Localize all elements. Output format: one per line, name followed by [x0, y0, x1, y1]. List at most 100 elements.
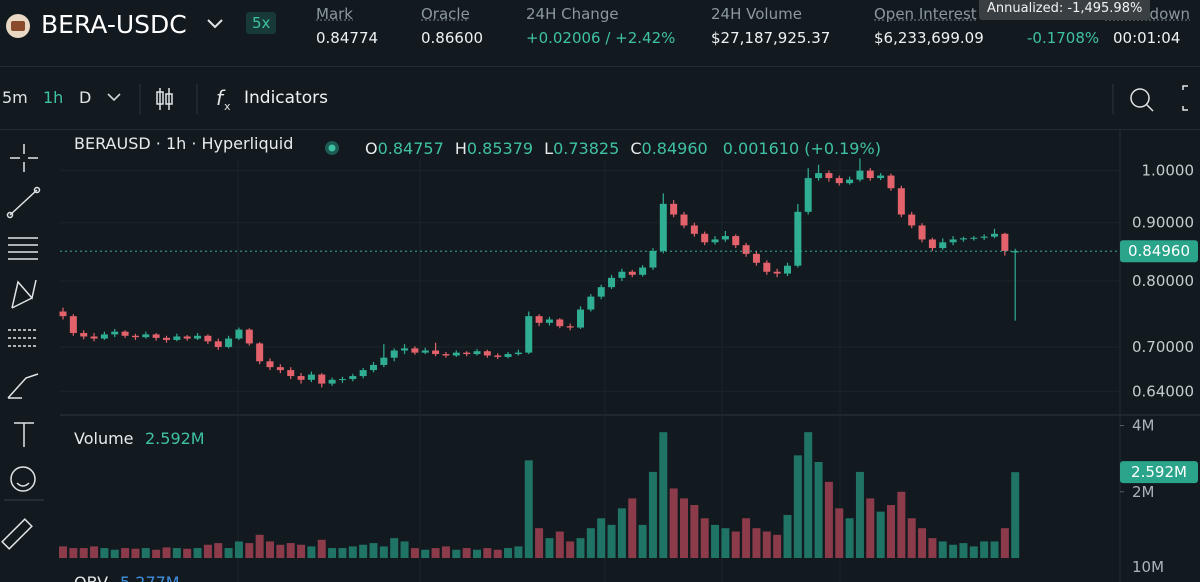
- volume-bar: [369, 543, 378, 558]
- stat-value: $27,187,925.37: [711, 29, 831, 47]
- tooltip: Annualized: -1,495.98%: [979, 0, 1151, 20]
- drawing-tools[interactable]: [0, 130, 50, 582]
- volume-bar: [845, 518, 854, 558]
- volume-bar: [473, 549, 481, 558]
- candle-body: [204, 335, 212, 342]
- candle-body: [773, 271, 781, 274]
- candle-body: [742, 245, 750, 254]
- candle-body: [949, 239, 957, 243]
- stat-value: $6,233,699.09: [874, 29, 984, 47]
- obv-title: OBV: [74, 573, 108, 582]
- volume-bar: [918, 528, 927, 558]
- candle-body: [235, 329, 243, 339]
- candle-body: [307, 374, 315, 380]
- volume-bar: [680, 498, 688, 558]
- volume-bar: [141, 548, 150, 558]
- candle-body: [452, 352, 460, 356]
- obv-tick: 10M: [1132, 558, 1164, 576]
- candle-body: [411, 348, 419, 353]
- legend-value: 0.85379: [467, 139, 533, 158]
- candle-body: [918, 225, 926, 240]
- volume-bar: [545, 538, 554, 558]
- candle-body: [835, 178, 843, 184]
- volume-bar: [700, 518, 709, 558]
- volume-bar: [659, 432, 668, 558]
- candle-body: [266, 361, 274, 368]
- candle-body: [908, 214, 916, 226]
- candle-body: [473, 351, 481, 355]
- pair-dropdown[interactable]: [206, 18, 224, 30]
- volume-bar: [193, 548, 202, 558]
- interval[interactable]: 1h: [43, 88, 64, 107]
- countdown: 00:01:04: [1113, 29, 1181, 47]
- volume-bar: [504, 548, 513, 558]
- volume-bar: [452, 549, 461, 558]
- candle-body: [276, 367, 284, 371]
- volume-bar: [121, 548, 130, 558]
- candle-body: [359, 370, 367, 377]
- volume-bar: [214, 543, 223, 558]
- volume-bar: [783, 514, 792, 558]
- volume-bar: [307, 546, 316, 558]
- volume-bar: [731, 531, 740, 558]
- volume-bar: [286, 543, 295, 558]
- candle-body: [380, 357, 388, 365]
- volume-bar: [421, 549, 430, 558]
- candle-body: [442, 354, 450, 356]
- indicators-button[interactable]: Indicators: [244, 88, 328, 108]
- volume-bar: [328, 548, 337, 558]
- legend-key: O: [365, 139, 378, 158]
- candle-body: [514, 352, 522, 355]
- volume-tick-label: 2M: [1132, 483, 1155, 501]
- candle-body: [504, 354, 512, 357]
- volume-tag: [1120, 461, 1198, 484]
- volume-bar: [711, 524, 720, 558]
- candle-body: [587, 296, 595, 310]
- candle-body: [483, 351, 491, 356]
- candle-body: [608, 277, 616, 288]
- candle-body: [701, 233, 709, 243]
- volume-bar: [597, 518, 606, 558]
- stat-label: Open Interest: [874, 5, 977, 23]
- candle-body: [535, 316, 543, 323]
- volume-bar: [969, 546, 978, 558]
- volume-bar: [162, 547, 171, 558]
- volume-bar: [866, 498, 875, 558]
- candle-body: [100, 334, 108, 339]
- candle-body: [390, 350, 398, 358]
- interval[interactable]: D: [79, 88, 92, 107]
- candle-body: [131, 335, 139, 338]
- volume-value: 2.592M: [145, 429, 205, 448]
- volume-bar: [317, 539, 326, 558]
- volume-bar: [203, 544, 212, 558]
- candle-body: [545, 319, 553, 323]
- candle-body: [618, 271, 626, 278]
- volume-bar: [752, 528, 761, 558]
- stat-label: Mark: [316, 5, 353, 23]
- interval[interactable]: 5m: [2, 88, 28, 107]
- volume-bar: [266, 541, 274, 558]
- stat-value: 0.84774: [316, 29, 379, 47]
- candle-body: [804, 178, 812, 212]
- candle-body: [825, 173, 833, 179]
- candle-body: [887, 175, 895, 189]
- candle-body: [784, 265, 791, 274]
- candle-body: [80, 333, 88, 337]
- legend-value: 0.73825: [553, 139, 619, 158]
- candle-body: [297, 376, 305, 380]
- candle-body: [194, 335, 202, 339]
- candle-body: [877, 175, 885, 179]
- pair-name[interactable]: BERA-USDC: [41, 10, 187, 39]
- leverage[interactable]: 5x: [246, 12, 277, 34]
- candle-body: [566, 326, 574, 328]
- y-tick-label: 0.64000: [1132, 382, 1194, 400]
- stat-label: 24H Volume: [711, 5, 802, 23]
- candle-body: [980, 236, 988, 238]
- candle-body: [59, 311, 67, 317]
- volume-bar: [462, 548, 471, 558]
- ohlc-legend: O0.84757 H0.85379 L0.73825 C0.84960 0.00…: [365, 139, 881, 158]
- volume-bar: [949, 544, 958, 558]
- candle-body: [183, 336, 191, 339]
- volume-bar: [586, 528, 595, 558]
